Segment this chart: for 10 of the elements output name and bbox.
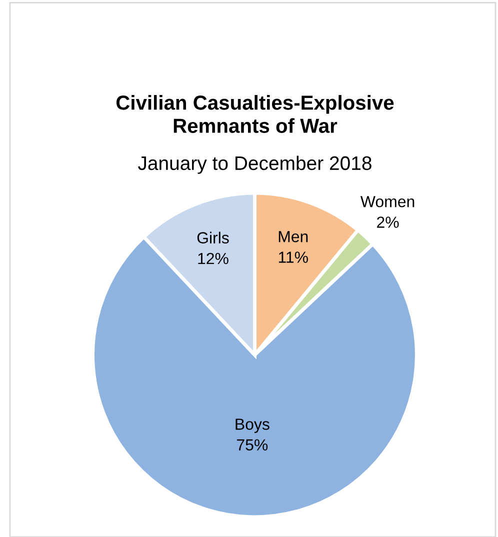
chart-title: Civilian Casualties-Explosive Remnants of War [116, 95, 394, 133]
slice-label: Boys [236, 418, 270, 434]
slice-label: Girls [197, 232, 229, 244]
slice-label: Women [360, 196, 414, 208]
data-label: 2% [377, 216, 399, 228]
data-label: 11% [278, 252, 308, 263]
slice-label: Men [278, 231, 308, 242]
chart-subtitle: January to December 2018 [138, 156, 372, 174]
data-label: 75% [237, 439, 268, 451]
data-label: 12% [198, 252, 228, 264]
